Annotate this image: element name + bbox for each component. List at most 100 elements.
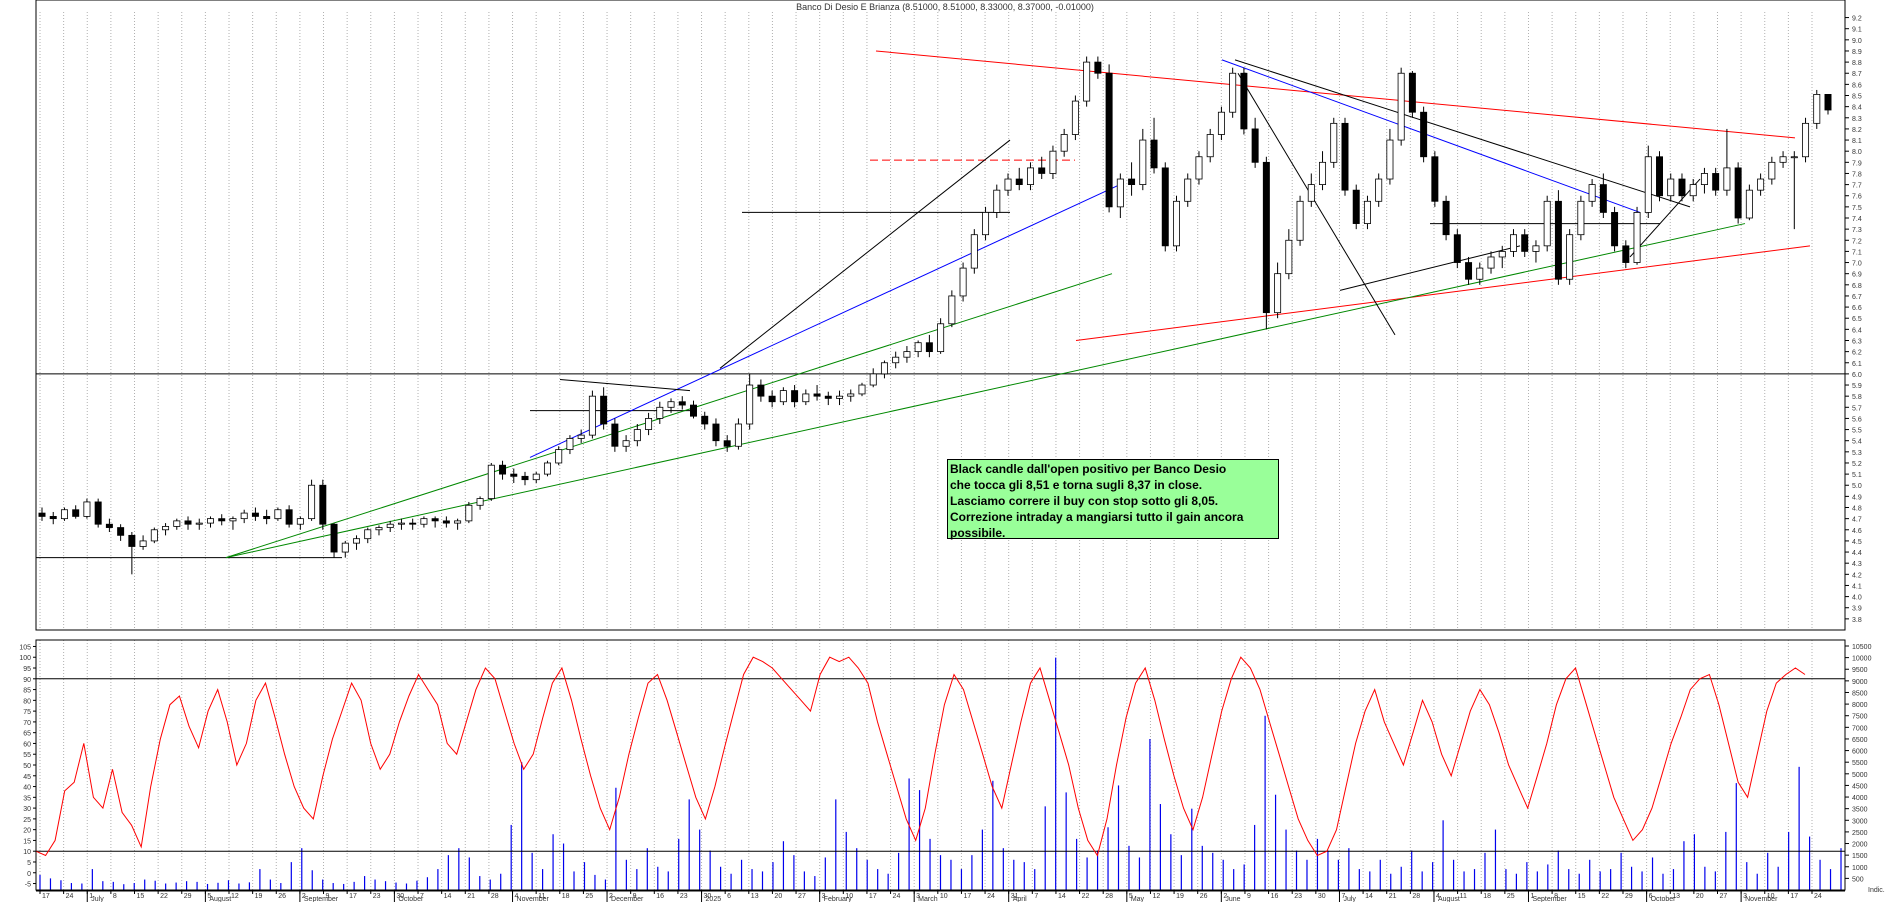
- price-tick-label: 6.9: [1852, 272, 1862, 279]
- black-candle: [521, 475, 529, 481]
- trendline: [529, 184, 1121, 458]
- x-day-label: 11: [538, 893, 545, 900]
- black-candle: [1015, 178, 1023, 185]
- x-day-label: 2: [609, 893, 613, 900]
- black-candle: [1453, 234, 1461, 263]
- x-day-label: 25: [1507, 893, 1515, 900]
- osc-tick-label: 0: [27, 871, 31, 878]
- volume-bars: [39, 657, 1842, 890]
- white-candle: [1363, 200, 1371, 224]
- volume-tick-label: 6000: [1852, 749, 1868, 756]
- volume-tick-label: 2500: [1852, 830, 1868, 837]
- trendline: [719, 139, 1011, 369]
- white-candle: [60, 509, 68, 520]
- white-candle: [1487, 256, 1495, 269]
- white-candle: [1004, 178, 1012, 191]
- x-day-label: 1: [1530, 893, 1534, 900]
- x-day-label: 9: [1247, 893, 1251, 900]
- white-candle: [195, 522, 203, 525]
- trendline: [1237, 72, 1396, 336]
- white-candle: [1026, 167, 1034, 185]
- x-month-label: August: [1438, 896, 1460, 902]
- price-tick-label: 4.1: [1852, 583, 1862, 590]
- x-day-label: 24: [893, 893, 901, 900]
- x-day-label: 22: [1601, 893, 1609, 900]
- x-day-label: 15: [1578, 893, 1586, 900]
- black-candle: [184, 520, 192, 525]
- volume-tick-label: 1000: [1852, 865, 1868, 872]
- white-candle: [1330, 122, 1338, 163]
- white-candle: [375, 527, 383, 531]
- price-tick-label: 4.9: [1852, 494, 1862, 501]
- price-tick-label: 6.7: [1852, 294, 1862, 301]
- white-candle: [577, 434, 585, 439]
- x-day-label: 28: [491, 893, 499, 900]
- price-tick-label: 4.2: [1852, 572, 1862, 579]
- x-day-label: 12: [1152, 893, 1160, 900]
- x-day-label: 19: [255, 893, 263, 900]
- grid-lines: [39, 12, 1813, 890]
- black-candle: [690, 404, 697, 417]
- price-panel-frame: [35, 0, 1846, 631]
- white-candle: [1083, 61, 1091, 102]
- price-tick-label: 4.3: [1852, 561, 1862, 568]
- volume-tick-label: 6500: [1852, 737, 1868, 744]
- white-candle: [645, 418, 653, 430]
- x-day-label: 11: [1460, 893, 1467, 900]
- price-tick-label: 5.5: [1852, 428, 1862, 435]
- white-candle: [1307, 184, 1315, 202]
- white-candle: [1509, 234, 1517, 252]
- volume-tick-label: 7500: [1852, 714, 1868, 721]
- white-candle: [914, 342, 922, 353]
- volume-tick-label: 5500: [1852, 760, 1868, 767]
- volume-tick-label: 8500: [1852, 690, 1868, 697]
- x-month-label: April: [1013, 896, 1027, 902]
- white-candle: [993, 189, 1001, 213]
- osc-tick-label: 40: [23, 785, 31, 792]
- black-candle: [1150, 139, 1158, 169]
- white-candle: [1386, 139, 1394, 180]
- white-candle: [1577, 200, 1585, 236]
- white-candle: [656, 406, 664, 419]
- price-tick-label: 7.3: [1852, 227, 1862, 234]
- white-candle: [1285, 239, 1293, 275]
- price-candles: [38, 56, 1832, 575]
- x-day-label: 20: [774, 893, 782, 900]
- black-candle: [442, 520, 450, 524]
- indicator-panel-frame: [35, 639, 1846, 891]
- white-candle: [1274, 273, 1282, 314]
- trendline: [875, 50, 1796, 139]
- white-candle: [903, 351, 911, 358]
- white-candle: [364, 529, 372, 540]
- x-day-label: 29: [184, 893, 192, 900]
- chart-annotation: Black candle dall'open positivo per Banc…: [947, 459, 1279, 540]
- x-day-label: 21: [1389, 893, 1397, 900]
- white-candle: [566, 438, 574, 451]
- black-candle: [723, 440, 731, 447]
- x-day-label: 25: [585, 893, 593, 900]
- chart-title: Banco Di Desio E Brianza (8.51000, 8.510…: [796, 2, 1094, 12]
- white-candle: [959, 267, 967, 297]
- trendline: [1234, 59, 1691, 208]
- annotation-line-1: Black candle dall'open positivo per Banc…: [950, 462, 1227, 476]
- black-candle: [600, 395, 608, 425]
- price-tick-label: 9.0: [1852, 38, 1862, 45]
- x-day-label: 7: [1034, 893, 1038, 900]
- white-candle: [476, 498, 484, 506]
- x-day-label: 13: [751, 893, 759, 900]
- price-tick-label: 6.8: [1852, 283, 1862, 290]
- white-candle: [1116, 178, 1124, 208]
- x-day-label: 3: [822, 893, 826, 900]
- white-candle: [1802, 122, 1810, 158]
- white-candle: [937, 323, 945, 353]
- white-candle: [847, 393, 855, 397]
- x-day-label: 18: [1483, 893, 1491, 900]
- price-tick-label: 4.5: [1852, 539, 1862, 546]
- white-candle: [162, 526, 170, 531]
- x-day-label: 9: [326, 893, 330, 900]
- x-day-label: 23: [680, 893, 688, 900]
- price-tick-label: 5.7: [1852, 405, 1862, 412]
- black-candle: [218, 518, 226, 522]
- osc-tick-label: 105: [19, 644, 31, 651]
- volume-tick-label: 4500: [1852, 783, 1868, 790]
